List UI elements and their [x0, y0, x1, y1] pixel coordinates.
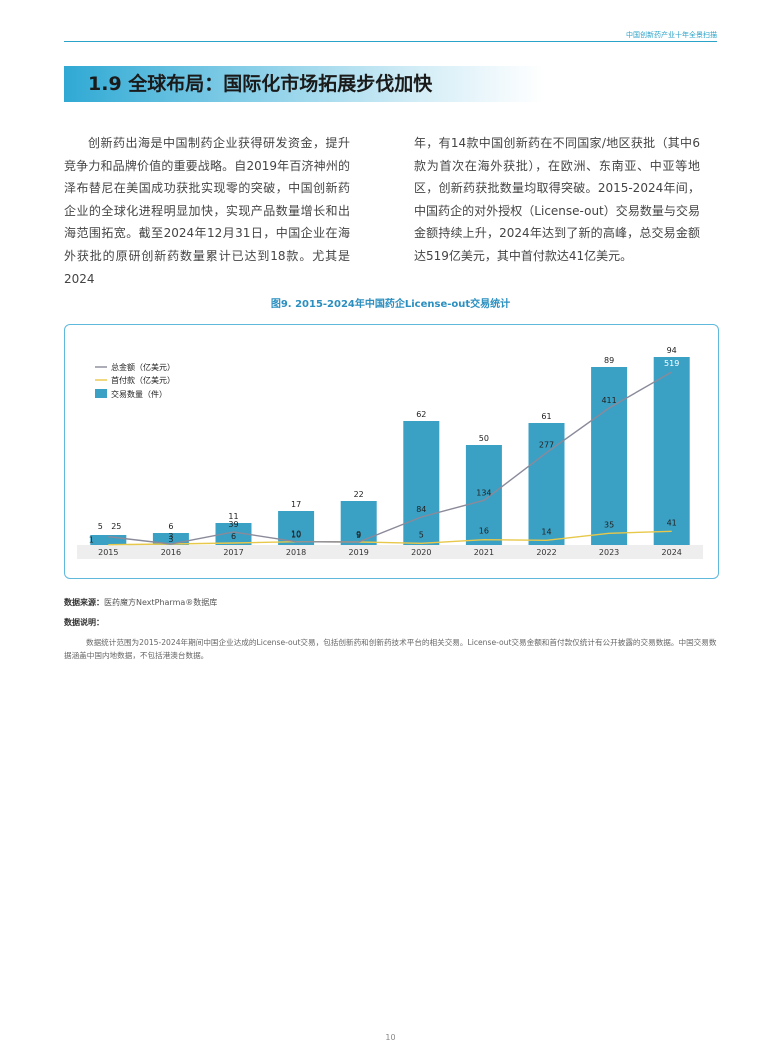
total-label-2015: 25 [111, 522, 121, 531]
bar-label-2019: 22 [354, 490, 364, 499]
x-tick-2024: 2024 [662, 548, 682, 557]
bar-label-2022: 61 [541, 412, 551, 421]
total-label-2022: 277 [539, 441, 554, 450]
x-tick-2022: 2022 [536, 548, 556, 557]
upfront-label-2024: 41 [667, 518, 677, 527]
bar-label-2017: 11 [228, 512, 238, 521]
bar-2015 [90, 535, 127, 545]
license-out-chart: 2015 2016 2017 2018 2019 2020 2021 2022 2023 2024… [77, 346, 703, 559]
upfront-label-2017: 6 [231, 532, 236, 541]
running-header: 中国创新药产业十年全景扫描 [626, 31, 717, 39]
x-tick-2019: 2019 [349, 548, 369, 557]
chart-panel: 2015 2016 2017 2018 2019 2020 2021 2022 2023 2024… [64, 324, 719, 579]
bar-label-2016: 6 [168, 522, 173, 531]
bar-label-2018: 17 [291, 500, 301, 509]
figure-caption: 图9. 2015-2024年中国药企License-out交易统计 [270, 299, 511, 310]
total-label-2017: 39 [228, 520, 238, 529]
total-label-2018: 10 [291, 530, 301, 539]
notes-text: 数据统计范围为2015-2024年期间中国企业达成的License-out交易，… [64, 638, 717, 660]
total-label-2024: 519 [664, 359, 679, 368]
section-title-band [64, 66, 544, 102]
total-label-2020: 84 [416, 505, 426, 514]
total-label-2019: 9 [356, 530, 361, 539]
x-tick-2018: 2018 [286, 548, 306, 557]
bar-2017 [215, 523, 252, 545]
upfront-label-2022: 14 [541, 527, 551, 536]
total-label-2023: 411 [601, 396, 616, 405]
source-line: 数据来源：医药魔方NextPharma®数据库 [64, 597, 217, 608]
total-label-2021: 134 [476, 488, 491, 497]
upfront-label-2015: 1 [89, 536, 94, 545]
page-number: 10 [385, 1033, 396, 1042]
source-text: 医药魔方NextPharma®数据库 [104, 598, 218, 607]
upfront-label-2023: 35 [604, 520, 614, 529]
x-axis-band [77, 545, 703, 559]
x-tick-2016: 2016 [161, 548, 181, 557]
source-label: 数据来源： [64, 598, 104, 607]
bar-label-2024: 94 [667, 346, 677, 355]
upfront-label-2021: 16 [479, 527, 489, 536]
bar-2021 [465, 445, 502, 545]
upfront-label-2018: 10 [291, 531, 301, 540]
upfront-label-2019: 9 [356, 531, 361, 540]
line-series-upfront [108, 530, 672, 546]
body-paragraph-right: 年，有14款中国创新药在不同国家/地区获批（其中6款为首次在海外获批），在欧洲、… [414, 136, 700, 263]
bar-2024 [653, 357, 690, 545]
header-rule [64, 41, 717, 42]
legend-label-upfront: 首付款（亿美元） [111, 375, 175, 385]
x-tick-2023: 2023 [599, 548, 619, 557]
bar-2023 [591, 367, 628, 545]
bar-label-2021: 50 [479, 434, 489, 443]
body-paragraph-left: 创新药出海是中国制药企业获得研发资金，提升竞争力和品牌价值的重要战略。自2019… [64, 136, 350, 286]
legend-swatch-count [95, 389, 107, 398]
section-title: 1.9 全球布局：国际化市场拓展步伐加快 [88, 73, 433, 95]
notes-label: 数据说明： [64, 618, 104, 627]
upfront-label-2016: 3 [168, 535, 173, 544]
line-series-total [108, 371, 673, 545]
bar-label-2020: 62 [416, 410, 426, 419]
x-tick-2015: 2015 [98, 548, 118, 557]
x-tick-2021: 2021 [474, 548, 494, 557]
legend-label-total: 总金额（亿美元） [111, 362, 175, 372]
bar-2020 [403, 421, 440, 545]
x-tick-2020: 2020 [411, 548, 431, 557]
legend-label-count: 交易数量（件） [111, 389, 167, 399]
upfront-label-2020: 5 [419, 530, 424, 539]
bar-label-2023: 89 [604, 356, 614, 365]
bar-label-2015: 5 [98, 522, 103, 531]
x-tick-2017: 2017 [223, 548, 243, 557]
total-label-2016: 3 [168, 532, 173, 541]
